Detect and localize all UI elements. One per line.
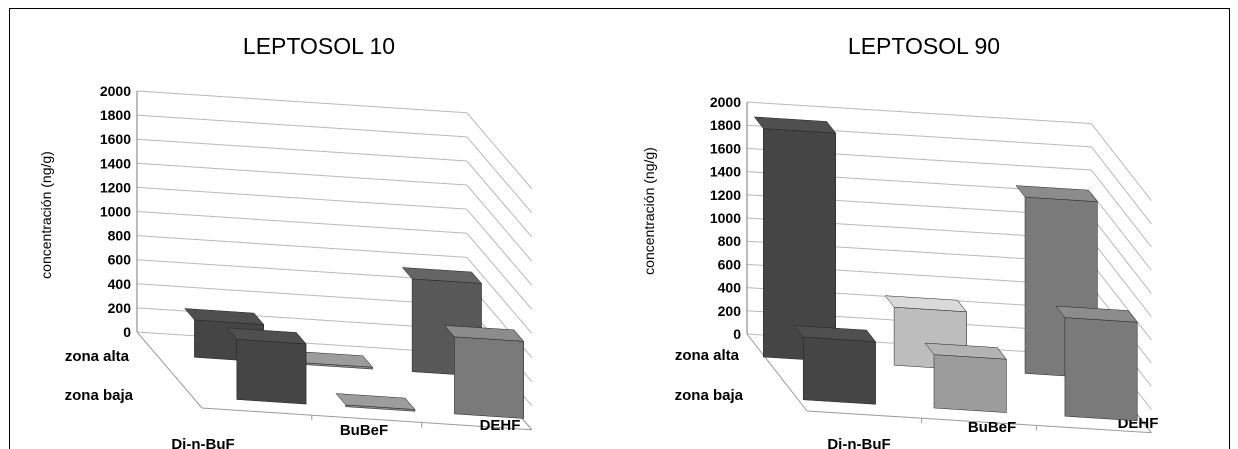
y-tick-label: 0	[123, 324, 131, 340]
y-tick-label: 1600	[100, 131, 131, 147]
series-label: zona baja	[675, 387, 744, 404]
y-tick-label: 400	[108, 276, 132, 292]
gridline	[136, 283, 467, 307]
side-gridline	[1090, 146, 1152, 225]
bar-top	[184, 308, 265, 325]
bar	[335, 393, 416, 412]
gridline	[136, 235, 467, 258]
bar	[924, 342, 1007, 414]
y-tick-label: 1000	[710, 210, 741, 226]
category-label: Di-n-BuF	[171, 436, 234, 449]
chart-title: LEPTOSOL 90	[848, 33, 1000, 59]
side-gridline	[466, 257, 533, 334]
x-axis-line	[806, 410, 1152, 434]
series-label: zona alta	[675, 347, 740, 364]
y-tick-label: 200	[718, 303, 742, 319]
category-label: BuBeF	[340, 422, 388, 439]
y-tick-label: 200	[108, 300, 132, 316]
y-tick-label: 600	[108, 252, 132, 268]
chart-frame	[9, 8, 1230, 449]
series-label: zona baja	[65, 387, 134, 404]
gridline	[746, 101, 1092, 125]
side-gridline	[466, 136, 533, 214]
bar	[1055, 305, 1138, 422]
chart-title: LEPTOSOL 10	[243, 33, 395, 59]
y-tick-label: 1000	[100, 204, 131, 220]
side-gridline	[1090, 169, 1152, 248]
y-tick-label: 600	[718, 256, 742, 272]
x-axis-line	[201, 407, 532, 431]
bar-top	[753, 116, 837, 134]
depth-axis-line	[746, 333, 808, 412]
chart-leptosol-90: LEPTOSOL 90 0 200 400 600 800 1000 1200 1400 1600…	[641, 33, 1158, 449]
series-label: zona alta	[65, 348, 130, 365]
bar-front	[933, 354, 1007, 413]
y-tick-label: 400	[718, 280, 742, 296]
gridline	[136, 186, 467, 210]
y-tick-label: 0	[733, 326, 741, 342]
y-tick-label: 2000	[100, 83, 131, 99]
bar-top	[401, 267, 482, 284]
y-tick-label: 1400	[100, 155, 131, 171]
y-axis-label: concentración (ng/g)	[641, 147, 657, 275]
side-gridline	[466, 232, 533, 310]
side-gridline	[466, 112, 533, 190]
bar-front	[802, 336, 876, 405]
bar-top	[884, 295, 967, 313]
y-tick-label: 1800	[710, 117, 741, 133]
side-gridline	[1090, 123, 1152, 201]
bar	[444, 325, 525, 420]
bar-top	[924, 342, 1007, 360]
side-gridline	[1090, 216, 1152, 294]
bar-top	[226, 327, 307, 345]
category-label: DEHF	[480, 417, 521, 434]
bar	[753, 116, 837, 363]
y-tick-label: 1600	[710, 140, 741, 156]
y-tick-label: 800	[108, 228, 132, 244]
y-tick-label: 2000	[710, 94, 741, 110]
y-axis-label: concentración (ng/g)	[38, 151, 54, 279]
side-gridline	[1090, 239, 1152, 317]
bar-top	[335, 393, 416, 410]
y-tick-label: 800	[718, 233, 742, 249]
depth-axis-line	[136, 331, 203, 409]
y-tick-label: 1800	[100, 107, 131, 123]
bar-front	[454, 336, 524, 419]
gridline	[136, 211, 467, 234]
category-label: Di-n-BuF	[827, 436, 890, 449]
y-tick-label: 1400	[710, 164, 741, 180]
bar	[226, 327, 307, 405]
bar-top	[1055, 305, 1138, 323]
bar-top	[1015, 185, 1098, 202]
bar-front	[236, 339, 307, 405]
category-label: BuBeF	[968, 419, 1016, 436]
bar-top	[793, 325, 877, 342]
side-gridline	[466, 208, 533, 286]
side-gridline	[1090, 262, 1152, 341]
side-gridline	[1090, 192, 1152, 271]
bar-front	[1064, 317, 1138, 422]
gridline	[136, 162, 467, 186]
y-tick-label: 1200	[710, 187, 741, 203]
gridline	[136, 138, 467, 162]
y-tick-label: 1200	[100, 179, 131, 195]
bar	[793, 325, 877, 406]
side-gridline	[466, 160, 533, 238]
side-gridline	[466, 184, 533, 262]
chart-leptosol-10: LEPTOSOL 10 0 200 400 600 800 1000 1200 1400 1600…	[38, 33, 533, 449]
gridline	[136, 114, 467, 138]
bar-top	[444, 325, 525, 342]
gridline	[136, 90, 467, 114]
